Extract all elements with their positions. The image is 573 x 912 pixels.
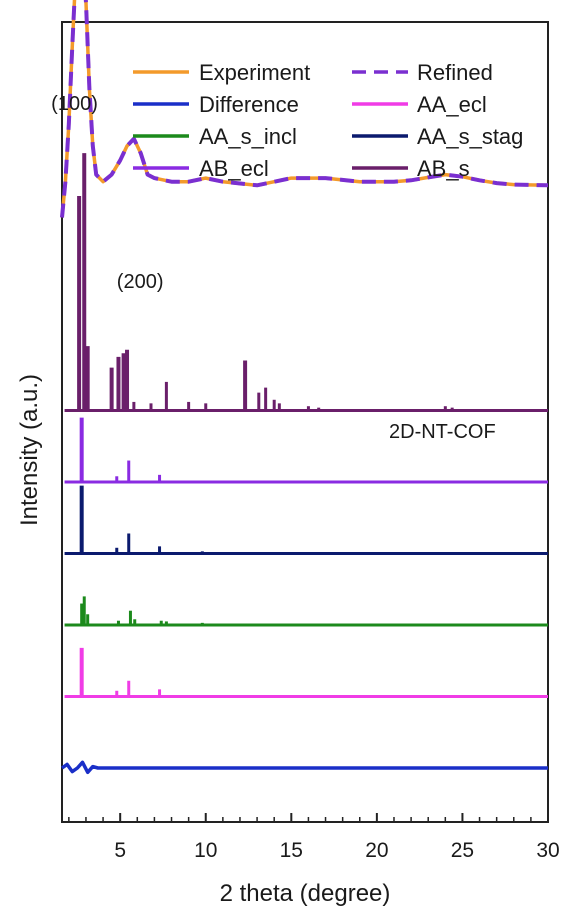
sample-label: 2D-NT-COF	[389, 421, 496, 443]
x-tick-label: 15	[280, 839, 303, 862]
plot-frame	[61, 21, 549, 823]
x-axis-title: 2 theta (degree)	[220, 880, 391, 907]
legend-label-difference: Difference	[199, 92, 299, 117]
legend: Experiment Refined Difference AA_ecl AA_s_in…	[133, 60, 523, 181]
series-refined-line	[60, 0, 549, 218]
y-axis-title: Intensity (a.u.)	[16, 374, 43, 526]
series-aa-s-incl	[64, 596, 548, 627]
x-tick-label: 30	[536, 839, 559, 862]
series-ab-s	[64, 153, 548, 412]
series-refined	[60, 0, 549, 218]
x-tick-label: 5	[114, 839, 126, 862]
legend-label-ab-s: AB_s	[417, 156, 470, 181]
legend-label-experiment: Experiment	[199, 60, 310, 85]
legend-label-refined: Refined	[417, 60, 493, 85]
series-aa-ecl	[64, 647, 548, 698]
legend-label-aa-ecl: AA_ecl	[417, 92, 487, 117]
peak-annotation: (200)	[117, 271, 164, 293]
legend-label-aa-s-incl: AA_s_incl	[199, 124, 297, 149]
legend-label-ab-ecl: AB_ecl	[199, 156, 269, 181]
x-tick-label: 20	[365, 839, 388, 862]
series-aa-s-stag	[64, 485, 548, 555]
series-difference	[60, 760, 548, 775]
series-ab-ecl	[64, 417, 548, 484]
annotations: (100) (200)	[51, 93, 163, 293]
x-tick-label: 25	[451, 839, 474, 862]
x-axis: 5 10 15 20 25 30	[68, 813, 560, 862]
peak-annotation: (100)	[51, 93, 98, 115]
series-layer	[60, 0, 549, 775]
x-tick-label: 10	[194, 839, 217, 862]
legend-label-aa-s-stag: AA_s_stag	[417, 124, 523, 149]
series-difference-line	[60, 760, 548, 775]
